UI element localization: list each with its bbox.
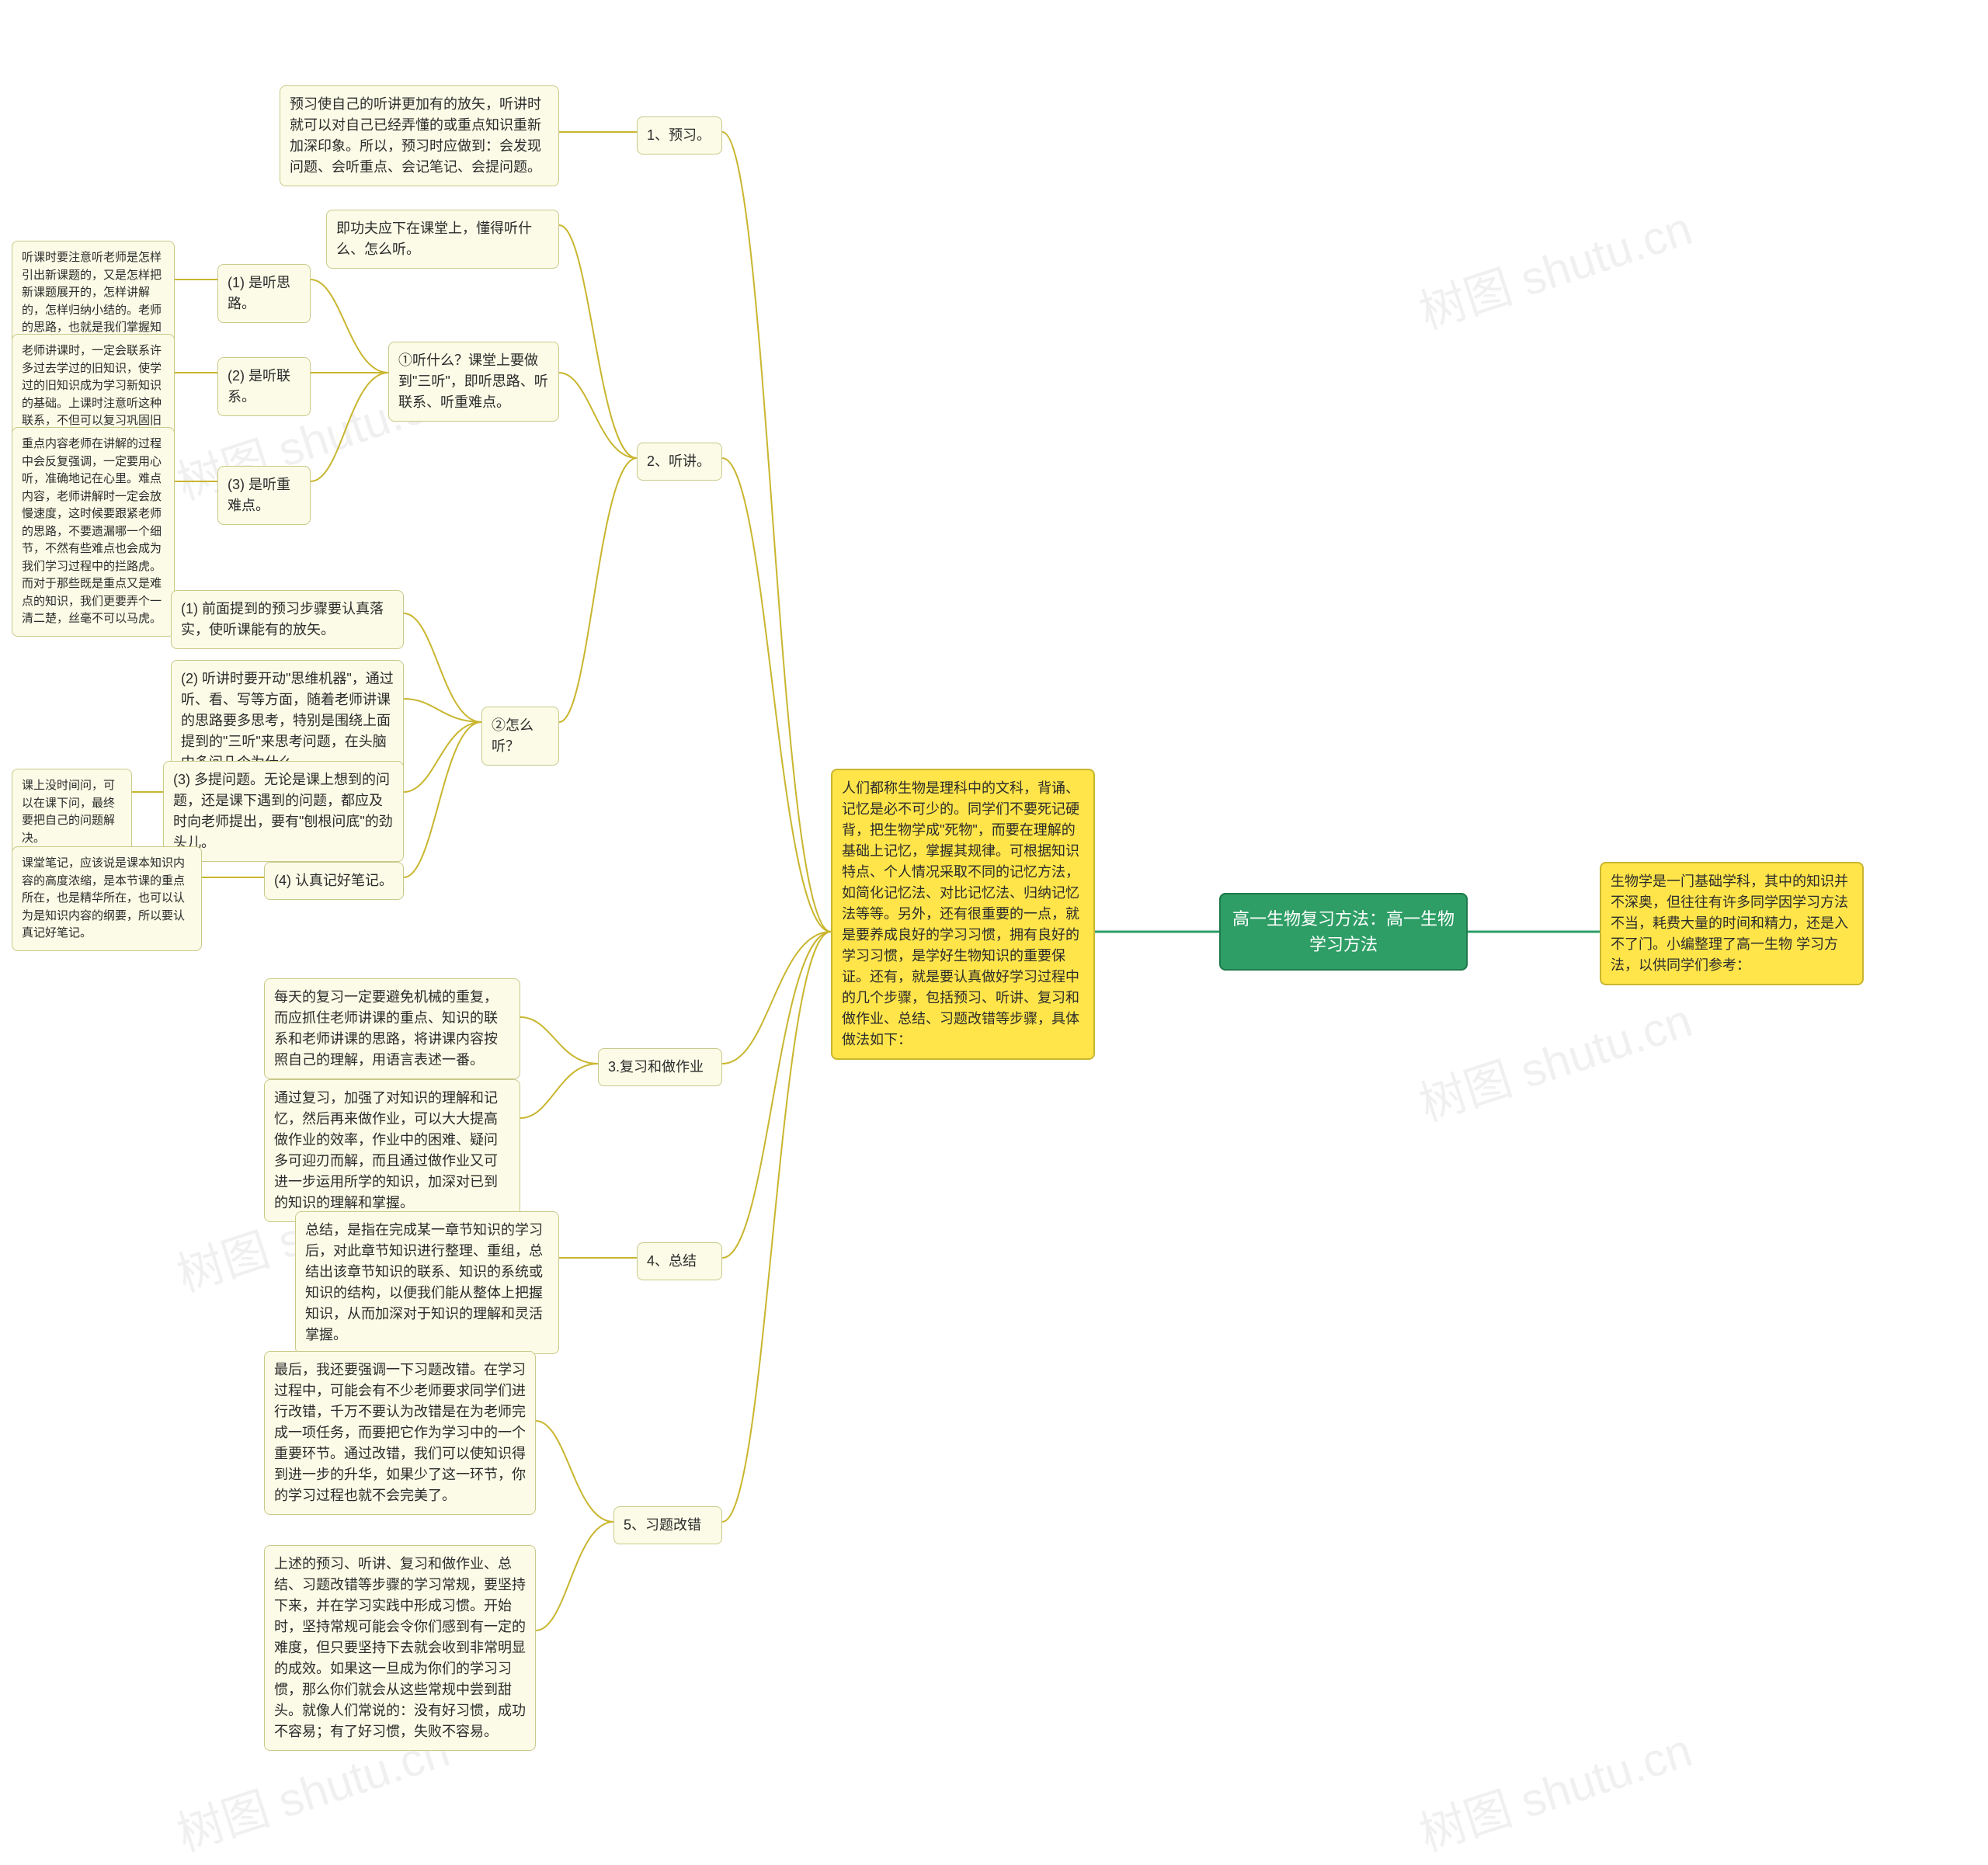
step-4[interactable]: 4、总结 <box>637 1242 722 1280</box>
step-5-a: 最后，我还要强调一下习题改错。在学习过程中，可能会有不少老师要求同学们进行改错，… <box>264 1351 536 1515</box>
step-3[interactable]: 3.复习和做作业 <box>598 1048 722 1086</box>
q2-c-note: 课上没时间问，可以在课下问，最终要把自己的问题解决。 <box>12 769 132 856</box>
q2-d-note: 课堂笔记，应该说是课本知识内容的高度浓缩，是本节课的重点所在，也是精华所在，也可… <box>12 846 202 951</box>
step-3-a: 每天的复习一定要避免机械的重复，而应抓住老师讲课的重点、知识的联系和老师讲课的思… <box>264 978 520 1079</box>
q2-d: (4) 认真记好笔记。 <box>264 862 404 900</box>
q2-a: (1) 前面提到的预习步骤要认真落实，使听课能有的放矢。 <box>171 590 404 649</box>
step-2-q2[interactable]: ②怎么听？ <box>481 707 559 766</box>
step-5-b: 上述的预习、听讲、复习和做作业、总结、习题改错等步骤的学习常规，要坚持下来，并在… <box>264 1545 536 1751</box>
q1-a[interactable]: (1) 是听思路。 <box>217 264 311 323</box>
step-4-note: 总结，是指在完成某一章节知识的学习后，对此章节知识进行整理、重组，总结出该章节知… <box>295 1211 559 1354</box>
watermark: 树图 shutu.cn <box>1409 191 1699 342</box>
step-2-note: 即功夫应下在课堂上，懂得听什么、怎么听。 <box>326 210 559 269</box>
q1-c[interactable]: (3) 是听重难点。 <box>217 466 311 525</box>
q1-c-note: 重点内容老师在讲解的过程中会反复强调，一定要用心听，准确地记在心里。难点内容，老… <box>12 427 175 637</box>
watermark: 树图 shutu.cn <box>1409 1713 1699 1864</box>
watermark: 树图 shutu.cn <box>1409 983 1699 1134</box>
step-1[interactable]: 1、预习。 <box>637 116 722 155</box>
main-overview: 人们都称生物是理科中的文科，背诵、记忆是必不可少的。同学们不要死记硬背，把生物学… <box>831 769 1095 1060</box>
step-2-q1[interactable]: ①听什么？课堂上要做到"三听"，即听思路、听联系、听重难点。 <box>388 342 559 422</box>
step-3-b: 通过复习，加强了对知识的理解和记忆，然后再来做作业，可以大大提高做作业的效率，作… <box>264 1079 520 1222</box>
root-node[interactable]: 高一生物复习方法：高一生物 学习方法 <box>1219 893 1468 971</box>
step-2[interactable]: 2、听讲。 <box>637 443 722 481</box>
step-5[interactable]: 5、习题改错 <box>613 1506 722 1544</box>
q1-b[interactable]: (2) 是听联系。 <box>217 357 311 416</box>
intro-note: 生物学是一门基础学科，其中的知识并不深奥，但往往有许多同学因学习方法不当，耗费大… <box>1600 862 1864 985</box>
step-1-note: 预习使自己的听讲更加有的放矢，听讲时就可以对自己已经弄懂的或重点知识重新加深印象… <box>280 85 559 186</box>
